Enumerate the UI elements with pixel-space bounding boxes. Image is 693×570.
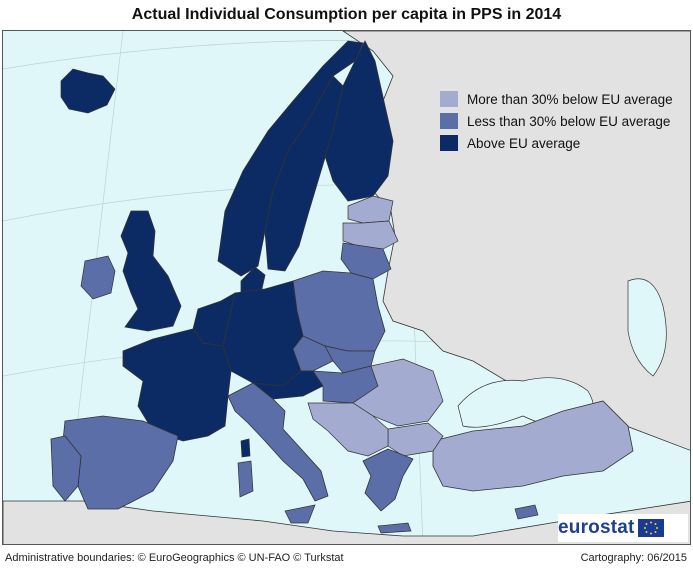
eu-flag-icon xyxy=(637,519,664,537)
legend-swatch xyxy=(440,135,458,151)
caspian-sea xyxy=(627,278,667,377)
north-africa xyxy=(3,500,690,544)
cartography-date: Cartography: 06/2015 xyxy=(580,552,687,564)
france xyxy=(122,328,232,442)
finland xyxy=(324,40,394,202)
sardinia xyxy=(237,460,254,498)
legend-swatch xyxy=(440,113,458,129)
eurostat-logo: eurostat xyxy=(558,514,688,542)
logo-text: eurostat xyxy=(558,517,635,538)
ireland xyxy=(80,255,116,300)
iceland xyxy=(60,68,116,114)
portugal xyxy=(50,435,82,502)
sicily xyxy=(284,504,316,524)
map-footer: Administrative boundaries: © EuroGeograp… xyxy=(0,547,693,570)
legend-swatch xyxy=(440,91,458,107)
cyprus xyxy=(514,504,539,520)
map-title: Actual Individual Consumption per capita… xyxy=(131,6,562,23)
united-kingdom xyxy=(120,210,182,332)
copyright-note: Administrative boundaries: © EuroGeograp… xyxy=(5,552,344,564)
corsica xyxy=(240,438,251,458)
crete xyxy=(377,522,412,534)
turkey xyxy=(432,400,634,492)
latvia xyxy=(342,220,399,250)
legend-item: More than 30% below EU average xyxy=(440,88,673,110)
romania xyxy=(352,358,444,427)
map-panel xyxy=(2,30,691,545)
legend-label: More than 30% below EU average xyxy=(467,91,673,107)
legend-item: Above EU average xyxy=(440,132,673,154)
greece xyxy=(362,448,414,512)
legend-item: Less than 30% below EU average xyxy=(440,110,673,132)
italy xyxy=(227,382,329,502)
legend-label: Less than 30% below EU average xyxy=(467,113,671,129)
legend-label: Above EU average xyxy=(467,135,581,151)
western-balkans xyxy=(307,402,389,457)
map-legend: More than 30% below EU average Less than… xyxy=(440,88,673,154)
europe-map xyxy=(3,31,690,544)
